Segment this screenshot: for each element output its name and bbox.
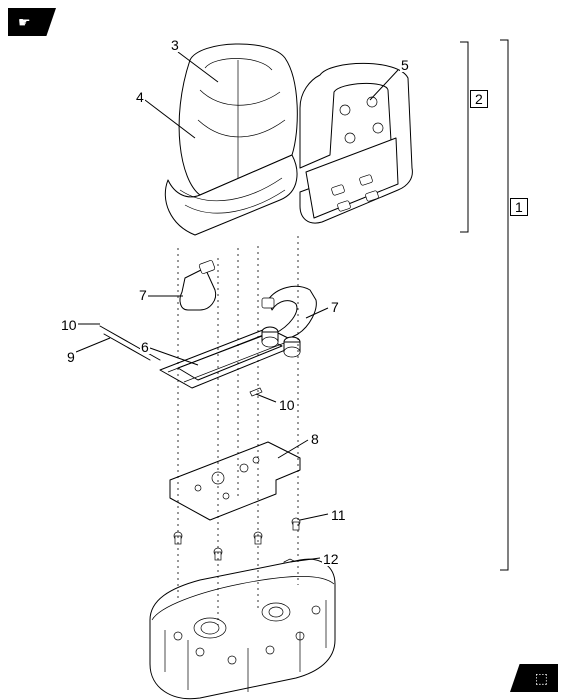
part-seat-cushion <box>165 44 297 235</box>
part-slide-rail <box>100 326 300 396</box>
callout-2: 2 <box>470 90 488 108</box>
callout-12: 12 <box>322 552 340 566</box>
part-mounting-plate <box>170 442 300 520</box>
part-seatbelt-left <box>180 260 216 310</box>
callout-10b: 10 <box>278 398 296 412</box>
callout-10a: 10 <box>60 318 78 332</box>
callout-8: 8 <box>310 432 320 446</box>
callout-9: 9 <box>66 350 76 364</box>
callout-3: 3 <box>170 38 180 52</box>
callout-7b: 7 <box>330 300 340 314</box>
callout-5: 5 <box>400 58 410 72</box>
callout-11: 11 <box>330 508 347 522</box>
brackets <box>460 40 508 570</box>
callout-7a: 7 <box>138 288 148 302</box>
hand-point-icon: ☛ <box>18 14 31 31</box>
callout-6: 6 <box>140 340 150 354</box>
callout-1: 1 <box>510 198 528 216</box>
part-seat-frame <box>300 63 412 223</box>
box-icon: ⬚ <box>535 670 548 687</box>
callout-4: 4 <box>135 90 145 104</box>
diagram-canvas: ☛ ⬚ <box>0 0 566 700</box>
part-housing <box>150 559 335 699</box>
